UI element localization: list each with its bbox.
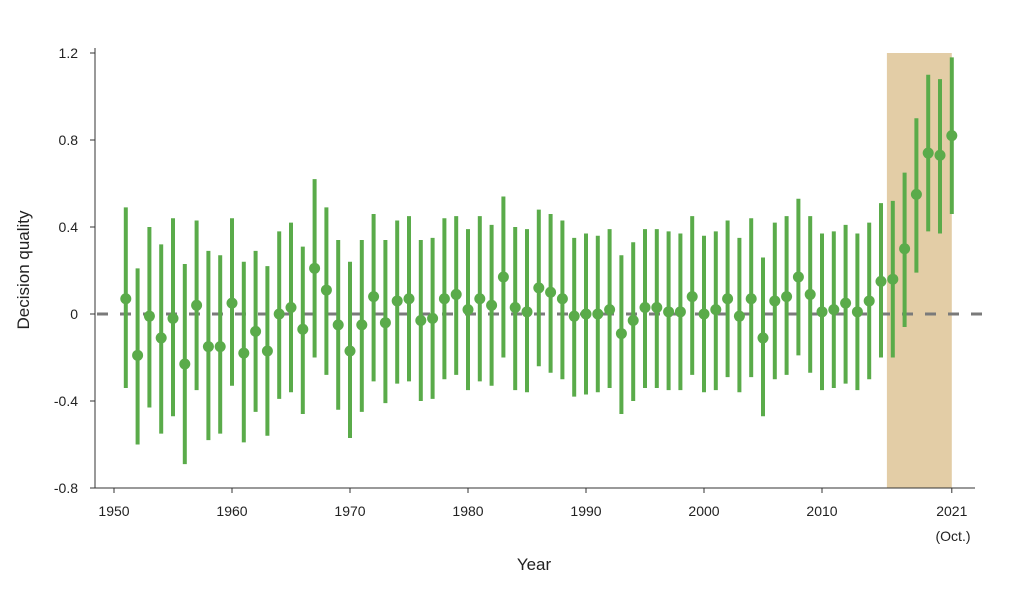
data-point-1975 — [403, 293, 415, 305]
data-point-1971 — [356, 319, 368, 331]
data-point-2019 — [922, 147, 934, 159]
data-point-1969 — [332, 319, 344, 331]
data-point-1976 — [415, 315, 427, 327]
data-point-1981 — [474, 293, 486, 305]
data-point-1953 — [143, 310, 155, 322]
data-point-1956 — [179, 358, 191, 370]
data-point-1966 — [297, 323, 309, 335]
data-point-1990 — [580, 308, 592, 320]
data-point-2020 — [934, 149, 946, 161]
data-point-1999 — [686, 291, 698, 303]
x-tick-label: 1980 — [452, 503, 483, 519]
x-tick-label: 2010 — [806, 503, 837, 519]
data-point-1980 — [462, 304, 474, 316]
data-point-1993 — [615, 328, 627, 340]
x-tick-label: 1950 — [98, 503, 129, 519]
data-point-1989 — [568, 310, 580, 322]
y-tick-label: 0.4 — [59, 219, 79, 235]
data-point-2005 — [757, 332, 769, 344]
y-tick-label: -0.8 — [54, 480, 78, 496]
data-point-1965 — [285, 301, 297, 313]
x-tick-note: (Oct.) — [936, 528, 971, 544]
data-point-1957 — [191, 299, 203, 311]
data-point-1987 — [545, 286, 557, 298]
data-point-1961 — [238, 347, 250, 359]
data-point-1977 — [427, 312, 439, 324]
data-point-1972 — [368, 291, 380, 303]
data-point-2007 — [781, 291, 793, 303]
data-point-2016 — [887, 273, 899, 285]
data-point-2006 — [769, 295, 781, 307]
data-point-1962 — [250, 325, 262, 337]
data-point-2008 — [792, 271, 804, 283]
data-point-1996 — [651, 301, 663, 313]
data-point-1994 — [627, 315, 639, 327]
data-point-1992 — [604, 304, 616, 316]
data-point-2004 — [745, 293, 757, 305]
data-point-1984 — [509, 301, 521, 313]
x-tick-label: 1970 — [334, 503, 365, 519]
y-tick-label: 1.2 — [59, 45, 79, 61]
data-point-2018 — [910, 188, 922, 200]
data-point-1998 — [674, 306, 686, 318]
data-point-1997 — [663, 306, 675, 318]
data-point-1963 — [261, 345, 273, 357]
data-point-1985 — [521, 306, 533, 318]
data-point-2014 — [863, 295, 875, 307]
data-point-1978 — [438, 293, 450, 305]
data-point-1982 — [486, 299, 498, 311]
data-point-1983 — [497, 271, 509, 283]
x-axis-label: Year — [517, 555, 552, 574]
x-tick-label: 2000 — [688, 503, 719, 519]
data-point-1959 — [214, 341, 226, 353]
data-point-1988 — [556, 293, 568, 305]
x-tick-label: 1960 — [216, 503, 247, 519]
data-point-2021 — [946, 130, 958, 142]
data-point-2001 — [710, 304, 722, 316]
data-point-1973 — [379, 317, 391, 329]
data-point-1986 — [533, 282, 545, 294]
data-point-1979 — [450, 288, 462, 300]
data-point-1974 — [391, 295, 403, 307]
data-point-1995 — [639, 301, 651, 313]
y-axis-label: Decision quality — [14, 210, 33, 330]
data-point-1960 — [226, 297, 238, 309]
x-tick-label: 1990 — [570, 503, 601, 519]
data-point-2015 — [875, 275, 887, 287]
data-point-2010 — [816, 306, 828, 318]
data-point-2011 — [828, 304, 840, 316]
data-point-1951 — [120, 293, 132, 305]
data-point-1954 — [155, 332, 167, 344]
data-point-1958 — [202, 341, 214, 353]
x-tick-label: 2021 — [936, 503, 967, 519]
highlight-region — [886, 53, 952, 488]
data-point-2017 — [899, 243, 911, 255]
data-point-1967 — [309, 262, 321, 274]
data-point-1964 — [273, 308, 285, 320]
data-point-1952 — [132, 349, 144, 361]
y-tick-label: 0 — [70, 306, 78, 322]
y-tick-label: -0.4 — [54, 393, 78, 409]
data-point-1991 — [592, 308, 604, 320]
data-point-1970 — [344, 345, 356, 357]
y-tick-label: 0.8 — [59, 132, 79, 148]
data-point-2002 — [722, 293, 734, 305]
data-point-2000 — [698, 308, 710, 320]
data-point-1968 — [320, 284, 332, 296]
data-point-2013 — [851, 306, 863, 318]
data-point-2003 — [733, 310, 745, 322]
data-point-1955 — [167, 312, 179, 324]
data-point-2012 — [840, 297, 852, 309]
data-point-2009 — [804, 288, 816, 300]
